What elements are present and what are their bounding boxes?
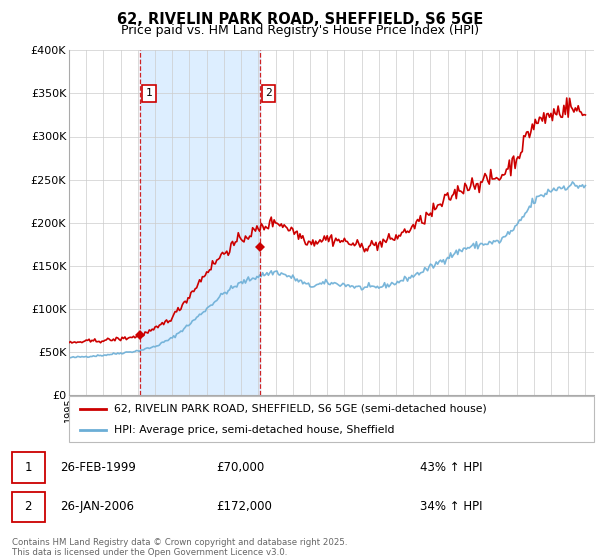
Text: 43% ↑ HPI: 43% ↑ HPI [420,461,482,474]
FancyBboxPatch shape [69,396,594,442]
Text: 1: 1 [25,461,32,474]
Text: 62, RIVELIN PARK ROAD, SHEFFIELD, S6 5GE (semi-detached house): 62, RIVELIN PARK ROAD, SHEFFIELD, S6 5GE… [113,404,487,414]
Text: £172,000: £172,000 [216,500,272,514]
Text: 2: 2 [265,88,272,99]
Text: 62, RIVELIN PARK ROAD, SHEFFIELD, S6 5GE: 62, RIVELIN PARK ROAD, SHEFFIELD, S6 5GE [117,12,483,27]
Text: 1: 1 [146,88,152,99]
Text: 26-JAN-2006: 26-JAN-2006 [60,500,134,514]
Text: £70,000: £70,000 [216,461,264,474]
Text: Contains HM Land Registry data © Crown copyright and database right 2025.
This d: Contains HM Land Registry data © Crown c… [12,538,347,557]
Text: 34% ↑ HPI: 34% ↑ HPI [420,500,482,514]
Text: 26-FEB-1999: 26-FEB-1999 [60,461,136,474]
Bar [140,50,260,395]
Text: Price paid vs. HM Land Registry's House Price Index (HPI): Price paid vs. HM Land Registry's House … [121,24,479,36]
Text: 2: 2 [25,500,32,514]
Text: HPI: Average price, semi-detached house, Sheffield: HPI: Average price, semi-detached house,… [113,425,394,435]
